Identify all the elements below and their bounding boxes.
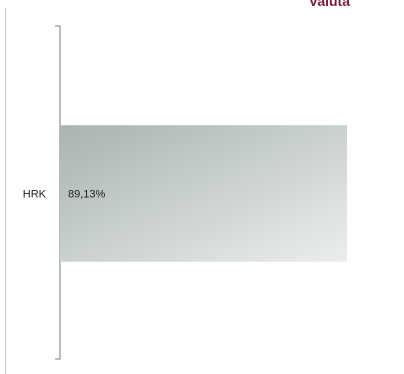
category-label: HRK (23, 189, 47, 201)
chart-title: Valuta (308, 0, 350, 9)
label-layer: HRK 89,13% (23, 189, 106, 201)
data-label: 89,13% (68, 189, 106, 201)
bar-layer (60, 125, 347, 262)
frame-left-edge (5, 8, 6, 374)
bar-hrk (60, 125, 347, 262)
y-axis-line (55, 25, 61, 360)
y-axis (55, 25, 61, 360)
